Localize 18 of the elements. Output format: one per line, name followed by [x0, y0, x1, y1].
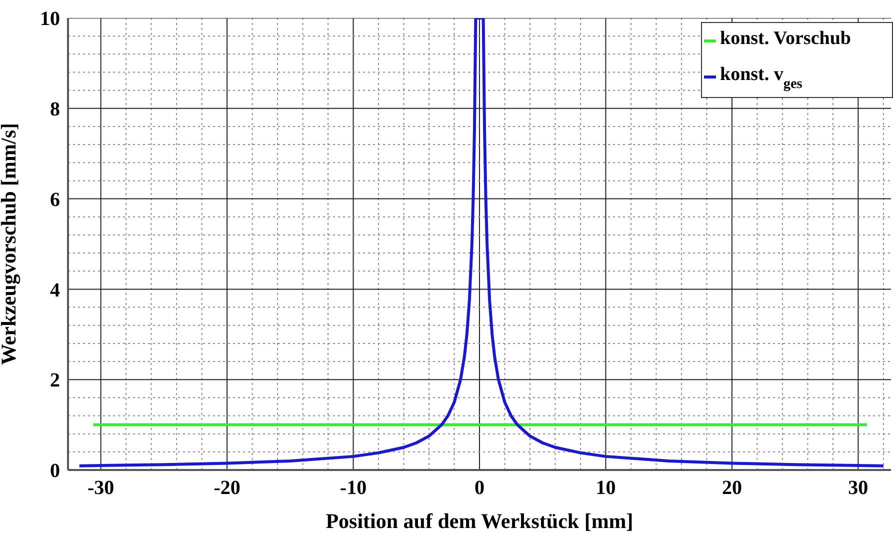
y-tick-label: 6 — [50, 188, 60, 211]
y-tick-label: 4 — [50, 279, 60, 302]
x-tick-label: 10 — [596, 477, 616, 500]
legend-label: konst. v$_{ges}$ — [720, 64, 803, 92]
y-tick-label: 10 — [40, 8, 60, 30]
y-tick-label: 2 — [50, 370, 60, 392]
x-tick-label: -10 — [340, 477, 367, 500]
x-tick-label: 20 — [722, 477, 742, 500]
x-tick-label: -20 — [214, 477, 240, 500]
y-axis-title: Werkzeugvorschub [mm/s] — [0, 122, 20, 366]
x-tick-label: -30 — [87, 477, 114, 500]
x-axis-title: Position auf dem Werkstück [mm] — [326, 509, 634, 533]
y-tick-label: 0 — [50, 460, 60, 482]
x-tick-label: 0 — [474, 477, 484, 500]
y-tick-label: 8 — [50, 98, 60, 120]
line-series — [78, 18, 885, 468]
legend-label: konst. Vorschub — [720, 28, 851, 49]
x-tick-label: 30 — [848, 477, 868, 500]
